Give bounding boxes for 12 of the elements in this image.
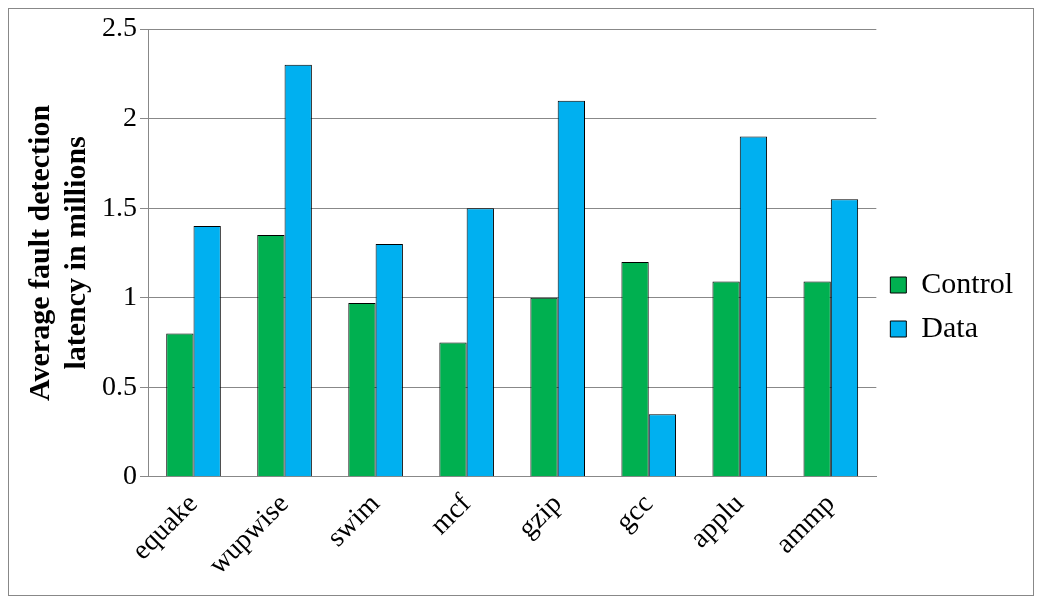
y-tick-label: 0.5 bbox=[102, 369, 137, 401]
y-tick-label: 2 bbox=[123, 100, 137, 132]
x-tick-label: mcf bbox=[423, 486, 477, 540]
y-tick-label: 2.5 bbox=[102, 11, 137, 43]
x-tick-label: gcc bbox=[608, 487, 659, 537]
legend-label: Control bbox=[921, 265, 1013, 299]
y-tick-label: 1 bbox=[123, 280, 137, 312]
y-axis-title: Average fault detection latency in millions bbox=[21, 104, 91, 401]
legend-label: Data bbox=[921, 309, 978, 343]
x-tick-label: gzip bbox=[511, 487, 568, 544]
y-tick-label: 1.5 bbox=[102, 190, 137, 222]
y-tick-label: 0 bbox=[123, 459, 137, 491]
